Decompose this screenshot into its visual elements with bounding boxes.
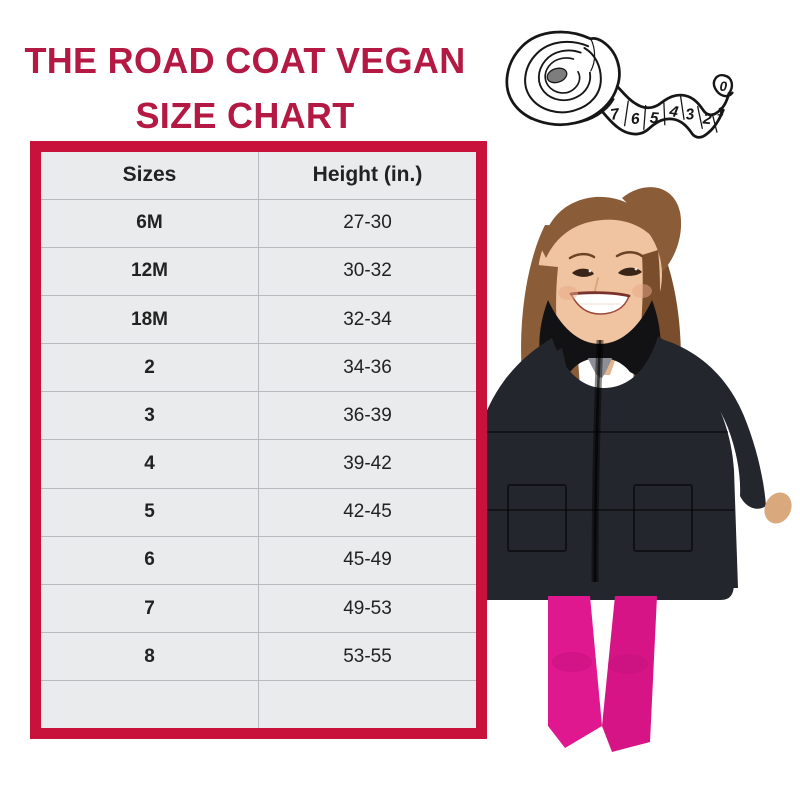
svg-text:3: 3 (685, 106, 696, 124)
svg-text:0: 0 (719, 79, 727, 94)
svg-text:6: 6 (630, 111, 640, 129)
svg-text:5: 5 (649, 110, 659, 128)
svg-text:7: 7 (609, 106, 621, 124)
svg-text:4: 4 (667, 103, 680, 121)
svg-text:1: 1 (717, 105, 724, 119)
svg-text:2: 2 (701, 110, 713, 128)
